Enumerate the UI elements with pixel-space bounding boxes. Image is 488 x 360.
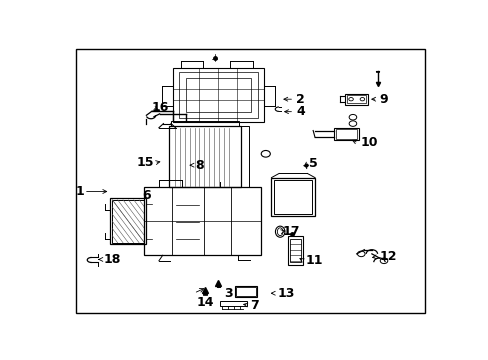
Bar <box>345 94 367 105</box>
Bar <box>236 287 255 296</box>
Bar <box>220 301 246 306</box>
Bar <box>169 126 241 187</box>
Text: 4: 4 <box>296 105 304 118</box>
Text: 15: 15 <box>136 157 154 170</box>
Bar <box>186 78 250 112</box>
Bar <box>178 72 258 118</box>
Bar <box>271 177 314 216</box>
Bar <box>287 236 302 265</box>
Text: 8: 8 <box>195 159 204 172</box>
Bar <box>173 68 264 122</box>
Bar <box>143 187 261 255</box>
Bar <box>346 95 366 103</box>
Text: 14: 14 <box>196 296 213 309</box>
Text: 16: 16 <box>151 101 168 114</box>
Bar <box>171 121 239 126</box>
Text: 7: 7 <box>250 299 259 312</box>
Bar <box>234 286 257 297</box>
Text: 6: 6 <box>142 189 151 202</box>
Bar <box>112 200 144 243</box>
Text: 3: 3 <box>224 287 232 300</box>
Text: 9: 9 <box>379 93 387 106</box>
Bar <box>333 128 358 140</box>
Text: 2: 2 <box>296 93 304 106</box>
Bar <box>274 180 311 214</box>
Text: 17: 17 <box>282 225 300 238</box>
Bar <box>289 239 301 262</box>
Text: 10: 10 <box>360 136 377 149</box>
Text: 18: 18 <box>103 253 121 266</box>
Text: 13: 13 <box>277 287 294 300</box>
Bar <box>241 126 248 187</box>
Bar <box>335 129 356 139</box>
Text: 11: 11 <box>305 254 323 267</box>
Text: 1: 1 <box>75 185 84 198</box>
Text: 12: 12 <box>379 250 396 263</box>
Text: 5: 5 <box>309 157 318 170</box>
Bar <box>110 198 146 244</box>
